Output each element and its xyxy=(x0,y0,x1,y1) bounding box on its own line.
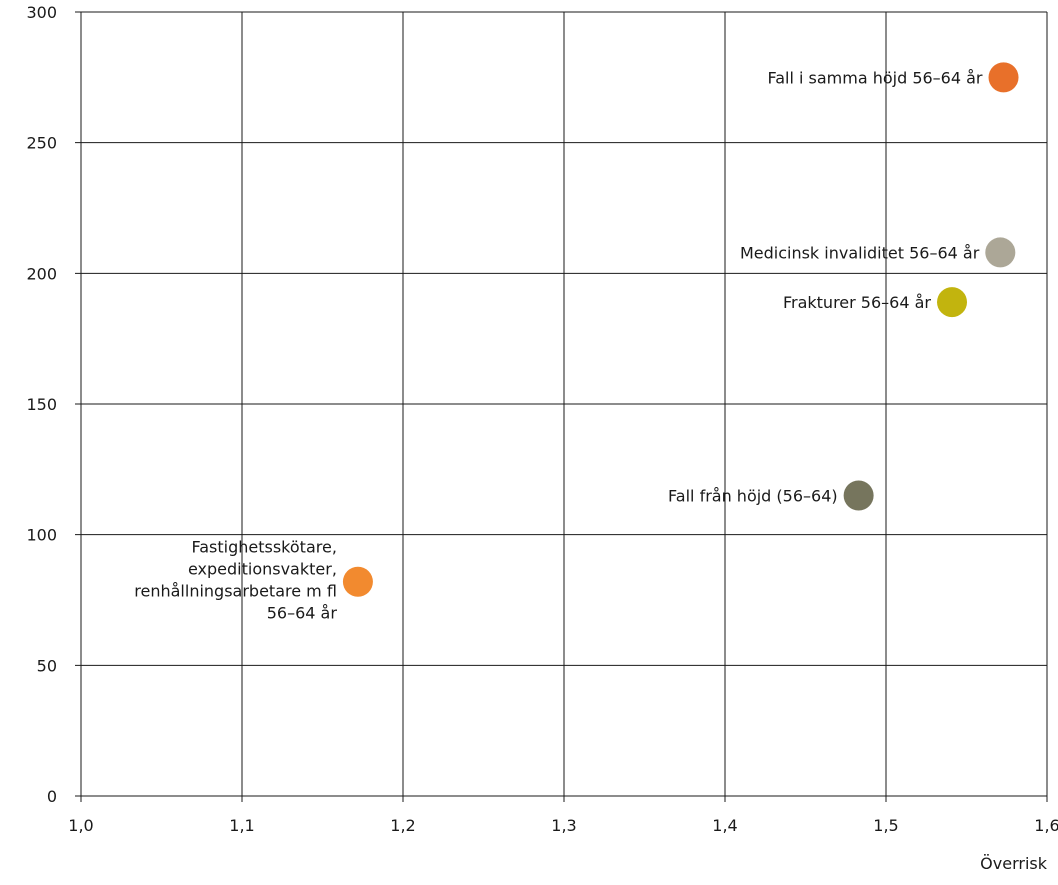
point-label: Fall från höjd (56–64) xyxy=(668,486,838,505)
point-label: Frakturer 56–64 år xyxy=(783,293,931,312)
axes: 1,0 1,1 1,2 1,3 1,4 1,5 1,6 0 50 100 150 200 250 300 xyxy=(26,3,1058,835)
x-tick-label: 1,0 xyxy=(68,816,93,835)
y-tick-label: 50 xyxy=(37,656,57,675)
y-tick-label: 100 xyxy=(26,526,57,545)
y-tick-label: 200 xyxy=(26,264,57,283)
point-label: Fall i samma höjd 56–64 år xyxy=(767,68,982,87)
point-label-line: Fastighetsskötare, xyxy=(192,538,337,557)
x-tick-label: 1,2 xyxy=(390,816,415,835)
point-label-line: 56–64 år xyxy=(267,604,338,623)
data-point xyxy=(843,480,874,511)
y-tick-label: 0 xyxy=(47,787,57,806)
data-point xyxy=(342,566,373,597)
grid xyxy=(75,11,1048,802)
x-tick-label: 1,3 xyxy=(551,816,576,835)
y-tick-label: 250 xyxy=(26,134,57,153)
point-labels: Fall i samma höjd 56–64 år Medicinsk inva… xyxy=(134,68,983,622)
x-tick-label: 1,1 xyxy=(229,816,254,835)
y-tick-label: 150 xyxy=(26,395,57,414)
data-points xyxy=(342,62,1019,597)
x-tick-label: 1,6 xyxy=(1034,816,1058,835)
point-label-line: expeditionsvakter, xyxy=(188,560,337,579)
data-point xyxy=(985,237,1016,268)
x-axis-title: Överrisk xyxy=(980,854,1048,873)
x-tick-label: 1,5 xyxy=(873,816,898,835)
point-label: Medicinsk invaliditet 56–64 år xyxy=(740,243,980,262)
point-label: Fastighetsskötare, expeditionsvakter, renh… xyxy=(134,538,337,623)
data-point xyxy=(937,287,968,318)
x-tick-label: 1,4 xyxy=(712,816,737,835)
y-tick-label: 300 xyxy=(26,3,57,22)
data-point xyxy=(988,62,1019,93)
point-label-line: renhållningsarbetare m fl xyxy=(134,582,337,601)
